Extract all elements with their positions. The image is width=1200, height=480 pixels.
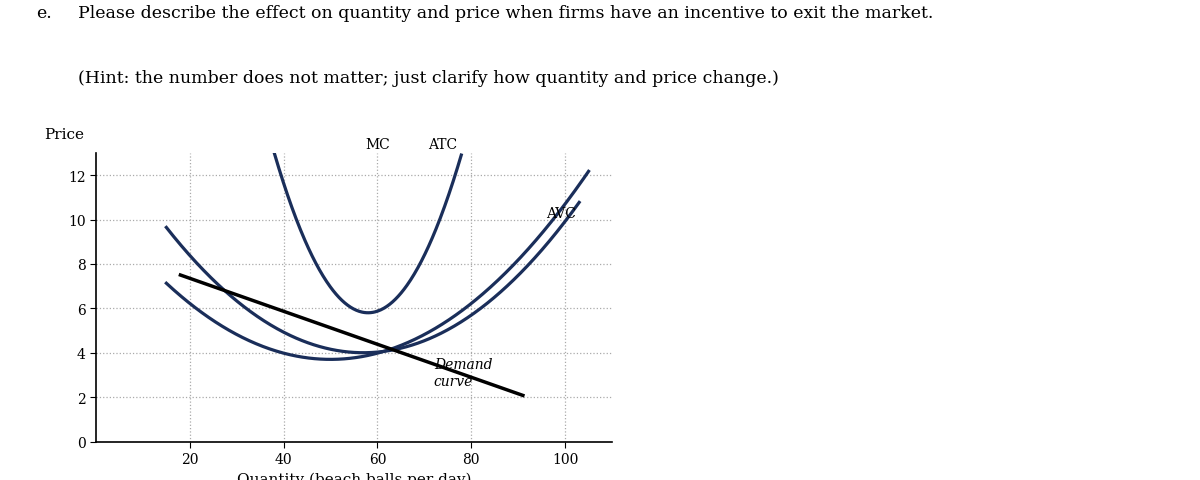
Text: ATC: ATC (428, 137, 457, 151)
Text: Price: Price (44, 128, 84, 142)
Text: Please describe the effect on quantity and price when firms have an incentive to: Please describe the effect on quantity a… (78, 5, 934, 22)
Text: (Hint: the number does not matter; just clarify how quantity and price change.): (Hint: the number does not matter; just … (78, 70, 779, 86)
Text: MC: MC (365, 137, 390, 151)
Text: Demand
curve: Demand curve (433, 358, 492, 389)
Text: AVC: AVC (546, 206, 576, 220)
X-axis label: Quantity (beach balls per day): Quantity (beach balls per day) (236, 471, 472, 480)
Text: e.: e. (36, 5, 52, 22)
